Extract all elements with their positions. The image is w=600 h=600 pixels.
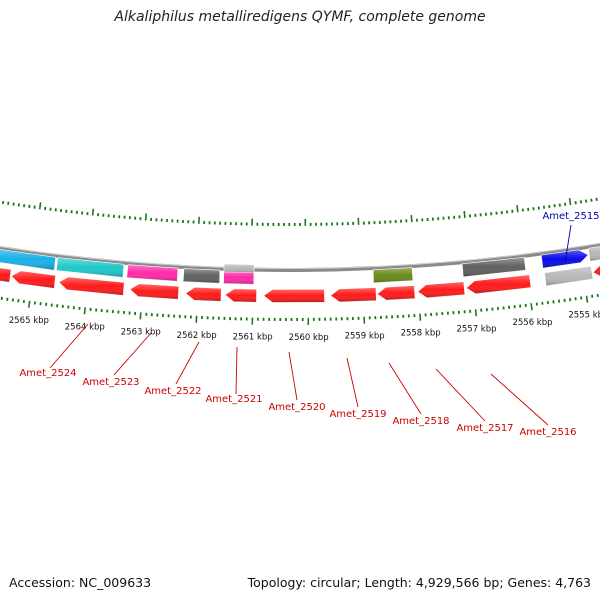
kbp-label: 2557 kbp xyxy=(456,324,496,334)
gene-arrow-shading xyxy=(185,287,222,302)
label-leader-line xyxy=(49,323,89,369)
minor-tick xyxy=(574,201,577,205)
gene-arrow-shading xyxy=(377,285,416,301)
label-leader-line xyxy=(435,368,486,422)
label-leader-line xyxy=(564,224,572,264)
kbp-label: 2565 kbp xyxy=(9,316,49,326)
kbp-label: 2558 kbp xyxy=(401,329,441,339)
minor-tick xyxy=(558,203,561,207)
backbone-arc xyxy=(0,242,600,272)
minor-tick xyxy=(1,200,5,205)
gene-label: Amet_2523 xyxy=(82,377,139,388)
gene-label: Amet_2521 xyxy=(205,394,262,405)
minor-tick xyxy=(590,198,593,202)
kbp-label: 2561 kbp xyxy=(233,333,273,343)
major-tick xyxy=(530,303,533,311)
gene-arrow-shading xyxy=(225,288,257,303)
major-tick xyxy=(139,312,142,320)
major-tick xyxy=(585,295,589,303)
backbone-highlight xyxy=(0,242,600,269)
major-tick xyxy=(38,202,42,210)
gene-label: Amet_2522 xyxy=(144,386,201,397)
kbp-label: 2556 kbp xyxy=(512,318,552,328)
gene-arrow-shading xyxy=(223,270,254,285)
inner-tick-track xyxy=(1,197,598,226)
gene-arrow-shading xyxy=(417,281,465,298)
label-leader-line xyxy=(175,341,200,385)
gene-arrow-shading xyxy=(466,274,531,294)
label-leader-line xyxy=(113,332,152,376)
genome-summary-text: Topology: circular; Length: 4,929,566 bp… xyxy=(247,575,591,590)
label-leader-line xyxy=(235,346,238,395)
label-leader-line xyxy=(346,357,359,408)
gene-arrow-shading xyxy=(126,264,178,282)
gene-label: Amet_2520 xyxy=(268,402,325,413)
major-tick xyxy=(28,300,31,308)
kbp-label: 2560 kbp xyxy=(289,333,329,343)
kbp-label: 2555 kbp xyxy=(568,311,600,321)
gene-label: Amet_2515 xyxy=(542,211,599,222)
major-tick xyxy=(410,215,413,223)
gene-arrow-shading xyxy=(56,257,124,278)
minor-tick xyxy=(595,197,598,202)
gene-label: Amet_2517 xyxy=(456,423,513,434)
gene-arrow-shading xyxy=(183,268,220,284)
major-tick xyxy=(463,210,466,218)
major-tick xyxy=(419,313,422,321)
gene-label: Amet_2518 xyxy=(392,416,449,427)
kbp-label: 2563 kbp xyxy=(121,327,161,337)
gene-label: Amet_2524 xyxy=(19,368,76,379)
gene-arrow-shading xyxy=(588,246,600,262)
minor-tick xyxy=(585,199,588,203)
outer-tick-track xyxy=(0,293,599,325)
gene-arrow-shading xyxy=(223,263,255,273)
minor-tick xyxy=(12,202,15,206)
gene-arrow-shading xyxy=(462,257,526,277)
gene-features xyxy=(0,246,600,303)
gene-arrow-shading xyxy=(593,265,600,276)
gene-arrow-shading xyxy=(58,276,125,296)
major-tick xyxy=(144,213,147,221)
accession-text: Accession: NC_009633 xyxy=(9,575,152,590)
label-leader-line xyxy=(288,351,298,401)
label-leader-line xyxy=(388,362,422,415)
kbp-label: 2559 kbp xyxy=(345,332,385,342)
minor-tick xyxy=(580,296,583,300)
gene-label: Amet_2519 xyxy=(329,409,386,420)
label-leader-line xyxy=(490,373,549,426)
major-tick xyxy=(91,208,95,216)
major-tick xyxy=(516,205,519,213)
gene-arrow-shading xyxy=(544,266,593,286)
gene-arrow-shading xyxy=(330,287,377,302)
gene-arrow-shading xyxy=(0,267,12,283)
kbp-label: 2562 kbp xyxy=(177,331,217,341)
minor-tick xyxy=(596,293,599,298)
gene-arrow-shading xyxy=(11,270,56,289)
gene-labels: Amet_2524 Amet_2523 Amet_2522 Amet_2521 Amet… xyxy=(19,211,599,438)
gene-arrow-shading xyxy=(373,267,413,283)
map-title: Alkaliphilus metalliredigens QYMF, compl… xyxy=(114,9,486,25)
genome-backbone xyxy=(0,242,600,272)
major-tick xyxy=(568,197,572,206)
gene-arrow-shading xyxy=(541,249,589,268)
major-tick xyxy=(474,309,477,317)
major-tick xyxy=(83,307,86,315)
gene-arrow-shading xyxy=(129,283,179,300)
gene-label: Amet_2516 xyxy=(519,427,576,438)
gene-arrow-shading xyxy=(0,249,56,271)
gene-arrow-shading xyxy=(263,289,325,303)
